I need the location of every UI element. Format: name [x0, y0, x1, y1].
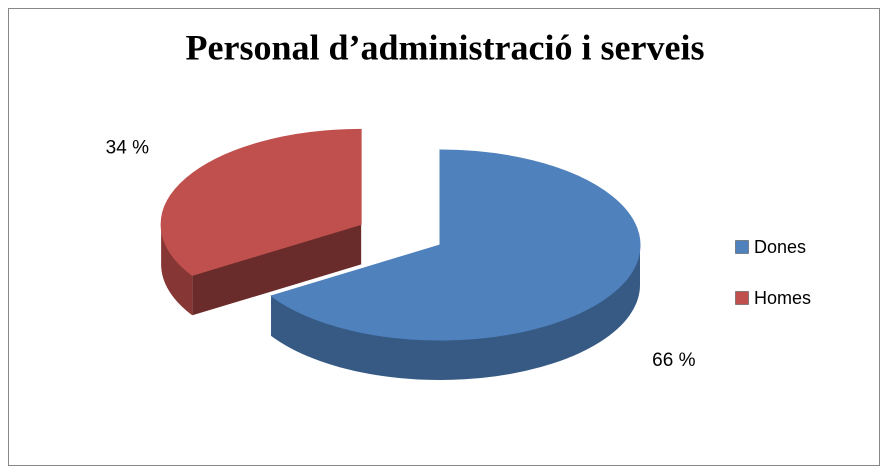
data-label: 66 % — [652, 350, 695, 371]
slice-cut-face — [192, 224, 362, 316]
legend-label: Homes — [754, 288, 811, 308]
slice-top — [160, 128, 362, 276]
chart-title: Personal d’administració i serveis — [186, 27, 705, 67]
slice-cut-shade — [192, 224, 362, 316]
slice-side-shade — [271, 245, 640, 380]
legend-swatch — [735, 291, 749, 305]
slice-top — [270, 149, 641, 341]
legend-swatch — [735, 240, 749, 254]
data-label: 34 % — [106, 138, 149, 159]
legend-label: Dones — [754, 237, 806, 257]
slice-side — [161, 224, 193, 316]
slice-side-shade — [161, 224, 193, 316]
slice-side — [271, 245, 640, 380]
